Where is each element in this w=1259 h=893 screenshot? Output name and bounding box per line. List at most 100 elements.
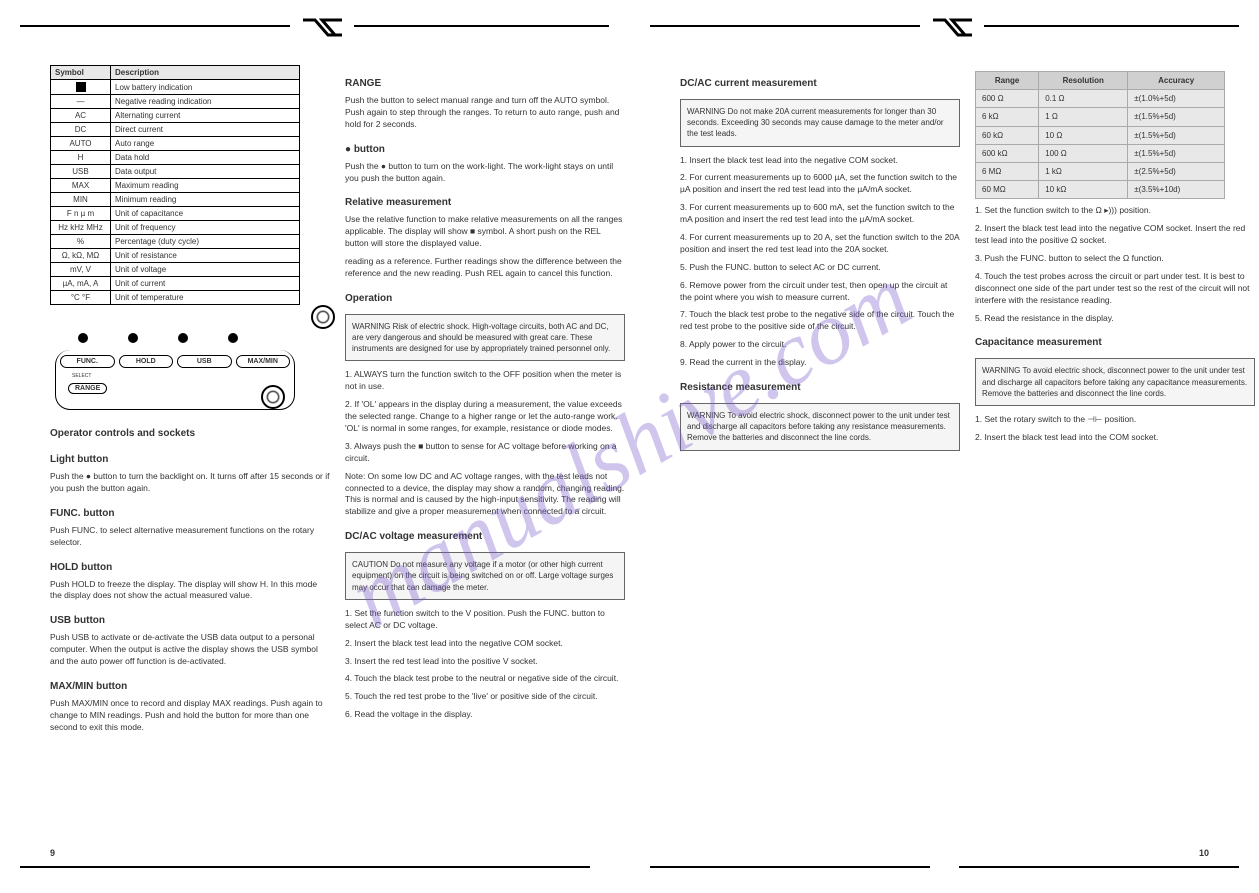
table-row: —Negative reading indication: [51, 95, 300, 109]
func-button: FUNC.: [60, 355, 115, 368]
body-text: 2. Insert the black test lead into the n…: [975, 223, 1255, 247]
range-button: RANGE: [68, 383, 107, 394]
section-title: Light button: [50, 453, 330, 467]
table-row: MAXMaximum reading: [51, 179, 300, 193]
header-rule-left: [650, 25, 920, 27]
table-row: HData hold: [51, 151, 300, 165]
body-text: 5. Touch the red test probe to the 'live…: [345, 691, 625, 703]
table-row: 6 MΩ1 kΩ±(2.5%+5d): [976, 162, 1225, 180]
body-text: 3. Always push the ■ button to sense for…: [345, 441, 625, 465]
maxmin-button: MAX/MIN: [236, 355, 291, 368]
body-text: 4. Touch the black test probe to the neu…: [345, 673, 625, 685]
usb-button: USB: [177, 355, 232, 368]
body-text: 3. Push the FUNC. button to select the Ω…: [975, 253, 1255, 265]
table-row: Hz kHz MHzUnit of frequency: [51, 221, 300, 235]
table-row: mV, VUnit of voltage: [51, 263, 300, 277]
table-row: 600 Ω0.1 Ω±(1.0%+5d): [976, 90, 1225, 108]
section-title: DC/AC voltage measurement: [345, 530, 625, 544]
right-column-2: Range Resolution Accuracy 600 Ω0.1 Ω±(1.…: [975, 65, 1255, 450]
header-logo-icon: [300, 15, 345, 40]
header-rule-right: [354, 25, 609, 27]
section-title: Capacitance measurement: [975, 336, 1255, 350]
table-row: 60 kΩ10 Ω±(1.5%+5d): [976, 126, 1225, 144]
body-text: Push the button to select manual range a…: [345, 95, 625, 131]
section-title: Resistance measurement: [680, 381, 960, 395]
table-row: DCDirect current: [51, 123, 300, 137]
section-title: MAX/MIN button: [50, 680, 330, 694]
left-column-1: Symbol Description Low battery indicatio…: [50, 65, 330, 740]
body-text: 1. Set the rotary switch to the ⊣⊢ posit…: [975, 414, 1255, 426]
dot-icon: [128, 333, 138, 343]
table-row: °C °FUnit of temperature: [51, 291, 300, 305]
table-row: 60 MΩ10 kΩ±(3.5%+10d): [976, 181, 1225, 199]
body-text: 1. Set the function switch to the Ω ▸)))…: [975, 205, 1255, 217]
body-text: 3. Insert the red test lead into the pos…: [345, 656, 625, 668]
button-diagram: FUNC. HOLD USB MAX/MIN SELECT RANGE: [50, 315, 300, 415]
header-right: [630, 15, 1259, 40]
footer-rule: [20, 866, 590, 868]
dot-icon: [178, 333, 188, 343]
header-logo-icon: [930, 15, 975, 40]
section-title: HOLD button: [50, 561, 330, 575]
section-title: Operation: [345, 292, 625, 306]
body-text: Push the ● button to turn the backlight …: [50, 471, 330, 495]
hold-button: HOLD: [119, 355, 174, 368]
table-row: %Percentage (duty cycle): [51, 235, 300, 249]
body-text: 8. Apply power to the circuit.: [680, 339, 960, 351]
range-header-2: Accuracy: [1128, 72, 1225, 90]
body-text: 1. ALWAYS turn the function switch to th…: [345, 369, 625, 393]
page-right: DC/AC current measurement WARNING Do not…: [630, 0, 1259, 893]
header-rule-left: [20, 25, 290, 27]
body-text: 1. Set the function switch to the V posi…: [345, 608, 625, 632]
body-text: 3. For current measurements up to 600 mA…: [680, 202, 960, 226]
table-row: ACAlternating current: [51, 109, 300, 123]
light-button-icon-2: [311, 305, 335, 329]
table-row: 6 kΩ1 Ω±(1.5%+5d): [976, 108, 1225, 126]
warning-box: WARNING To avoid electric shock, disconn…: [680, 403, 960, 451]
section-title: Operator controls and sockets: [50, 427, 330, 441]
body-text: 9. Read the current in the display.: [680, 357, 960, 369]
range-table: Range Resolution Accuracy 600 Ω0.1 Ω±(1.…: [975, 71, 1225, 199]
body-text: 2. Insert the black test lead into the n…: [345, 638, 625, 650]
header-left: [0, 15, 629, 40]
body-text: Push USB to activate or de-activate the …: [50, 632, 330, 668]
body-text: 2. For current measurements up to 6000 µ…: [680, 172, 960, 196]
body-text: 5. Push the FUNC. button to select AC or…: [680, 262, 960, 274]
body-text: Push MAX/MIN once to record and display …: [50, 698, 330, 734]
light-button-icon: [261, 385, 285, 409]
page-number: 9: [50, 848, 55, 858]
footer-rule: [650, 866, 930, 868]
table-row: F n µ mUnit of capacitance: [51, 207, 300, 221]
body-text: Use the relative function to make relati…: [345, 214, 625, 250]
body-text: 6. Read the voltage in the display.: [345, 709, 625, 721]
page-left: Symbol Description Low battery indicatio…: [0, 0, 629, 893]
battery-icon: [76, 82, 86, 92]
table-row: MINMinimum reading: [51, 193, 300, 207]
table-row: AUTOAuto range: [51, 137, 300, 151]
dot-icon: [78, 333, 88, 343]
dot-icon: [228, 333, 238, 343]
section-title: USB button: [50, 614, 330, 628]
left-column-2: RANGE Push the button to select manual r…: [345, 65, 625, 727]
table-row: USBData output: [51, 165, 300, 179]
body-text: 2. Insert the black test lead into the C…: [975, 432, 1255, 444]
symbol-header-1: Description: [111, 66, 300, 80]
symbol-table: Symbol Description Low battery indicatio…: [50, 65, 300, 305]
section-title: ● button: [345, 143, 625, 157]
warning-box: WARNING Risk of electric shock. High-vol…: [345, 314, 625, 362]
body-text: Push HOLD to freeze the display. The dis…: [50, 579, 330, 603]
table-row: Low battery indication: [51, 80, 300, 95]
table-row: Ω, kΩ, MΩUnit of resistance: [51, 249, 300, 263]
body-text: reading as a reference. Further readings…: [345, 256, 625, 280]
body-text: 7. Touch the black test probe to the neg…: [680, 309, 960, 333]
warning-box: WARNING Do not make 20A current measurem…: [680, 99, 960, 147]
body-text: 4. For current measurements up to 20 A, …: [680, 232, 960, 256]
footer-rule: [959, 866, 1239, 868]
section-title: DC/AC current measurement: [680, 77, 960, 91]
body-text: 1. Insert the black test lead into the n…: [680, 155, 960, 167]
body-text: 6. Remove power from the circuit under t…: [680, 280, 960, 304]
warning-box: WARNING To avoid electric shock, disconn…: [975, 358, 1255, 406]
table-row: 600 kΩ100 Ω±(1.5%+5d): [976, 144, 1225, 162]
right-column-1: DC/AC current measurement WARNING Do not…: [680, 65, 960, 459]
left-col1-text: Operator controls and sockets Light butt…: [50, 427, 330, 734]
